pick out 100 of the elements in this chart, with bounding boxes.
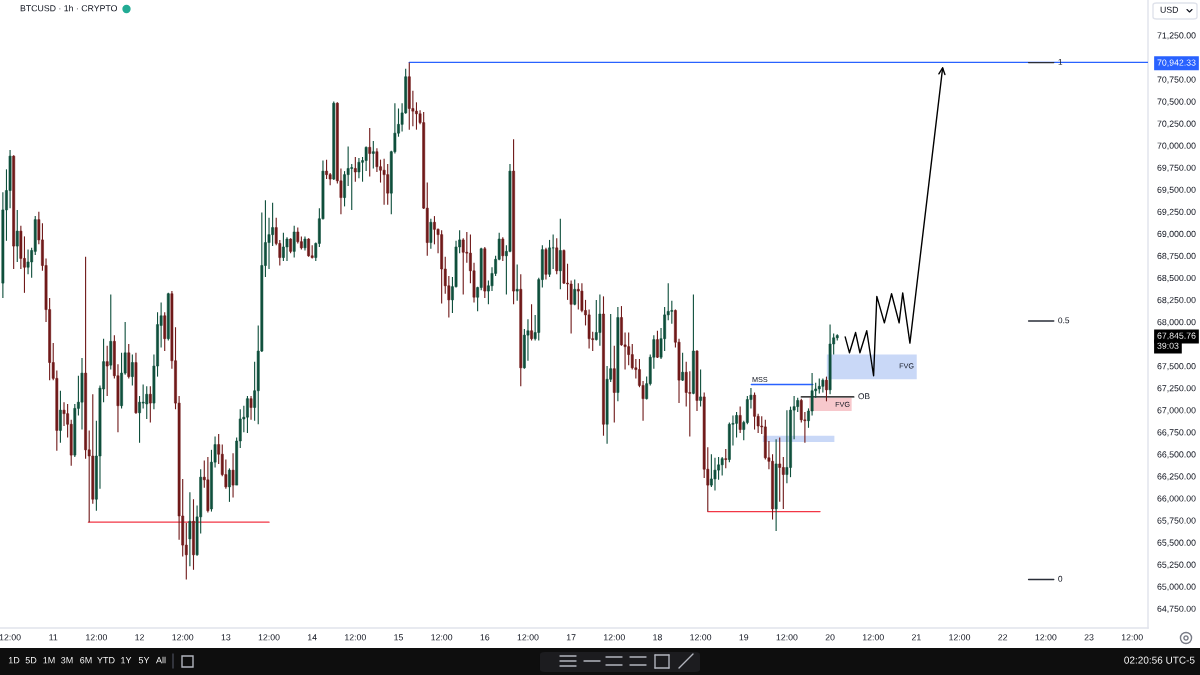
candlestick: [368, 127, 372, 177]
y-tick-label: 68,500.00: [1157, 274, 1196, 283]
y-tick-label: 70,250.00: [1157, 120, 1196, 128]
text: 6M: [80, 657, 92, 664]
y-tick-label: 64,750.00: [1157, 605, 1196, 613]
x-tick-label: 12:00: [1121, 634, 1143, 641]
candlestick: [228, 467, 231, 503]
candlestick: [26, 249, 30, 275]
y-tick-label: 67,845.76: [1157, 332, 1196, 340]
candlestick: [785, 409, 789, 484]
candlestick: [141, 384, 145, 409]
candlestick: [285, 236, 289, 262]
x-tick-label: 20: [825, 634, 835, 641]
x-tick-label: 12:00: [949, 634, 971, 641]
candlestick: [656, 330, 659, 359]
y-tick-label: 65,750.00: [1157, 517, 1196, 525]
candlestick: [325, 159, 328, 180]
x-tick-label: 12:00: [0, 634, 21, 641]
candlestick: [825, 376, 828, 402]
candlestick: [231, 452, 235, 499]
y-tick-label: 66,750.00: [1157, 429, 1196, 437]
candlestick: [501, 236, 505, 262]
x-tick-label: 11: [49, 634, 58, 641]
series-label: 0: [1058, 575, 1063, 582]
y-tick-label: 69,750.00: [1157, 164, 1196, 172]
candlestick: [594, 299, 598, 342]
candlestick: [713, 457, 717, 491]
x-tick-label: 12:00: [86, 634, 107, 641]
x-tick-label: 17: [566, 634, 576, 641]
y-tick-label: 66,000.00: [1157, 495, 1196, 503]
candlestick: [130, 354, 134, 386]
candlestick: [249, 395, 253, 421]
text: 5Y: [138, 657, 150, 664]
text: USD: [1160, 6, 1179, 13]
series-label: 1: [1058, 59, 1063, 65]
y-tick-label: 68,250.00: [1157, 296, 1196, 305]
x-tick-label: 13: [221, 634, 231, 641]
x-tick-label: 22: [998, 634, 1008, 641]
candlestick: [105, 345, 109, 397]
candlestick: [145, 385, 149, 420]
y-tick-label: 70,750.00: [1157, 76, 1196, 84]
x-tick-label: 12:00: [776, 634, 798, 641]
text: 5D: [25, 657, 37, 664]
text: 3M: [61, 657, 73, 664]
series-label: OB: [858, 393, 870, 400]
candlestick: [59, 390, 62, 444]
x-tick-label: 12: [135, 634, 144, 641]
candlestick: [738, 406, 742, 434]
chart-title: BTCUSD · 1h · CRYPTO: [20, 4, 117, 12]
candlestick: [192, 498, 195, 571]
x-tick-label: 23: [1084, 634, 1094, 641]
y-tick-label: 65,000.00: [1157, 583, 1196, 591]
candlestick: [558, 218, 562, 290]
text: 1M: [43, 657, 55, 664]
candlestick: [429, 218, 433, 250]
candlestick: [515, 264, 519, 302]
y-tick-label: 66,500.00: [1157, 451, 1196, 459]
y-tick-label: 67,000.00: [1157, 407, 1196, 415]
x-tick-label: 12:00: [1035, 634, 1057, 641]
x-tick-label: 12:00: [431, 634, 453, 641]
candlestick: [188, 491, 192, 567]
candlestick: [612, 345, 616, 424]
y-tick-label: 65,250.00: [1157, 561, 1196, 569]
x-tick-label: 18: [653, 634, 662, 641]
candlestick: [627, 331, 631, 366]
candlestick: [555, 237, 559, 275]
candlestick: [709, 453, 713, 488]
candlestick: [353, 156, 357, 183]
candlestick: [530, 303, 533, 342]
candlestick: [307, 237, 310, 258]
x-tick-label: 12:00: [345, 634, 366, 641]
series-label: 0.5: [1058, 317, 1070, 324]
candlestick: [576, 282, 580, 311]
x-tick-label: 12:00: [172, 634, 194, 641]
y-tick-label: 68,750.00: [1157, 252, 1196, 261]
x-tick-label: 15: [394, 634, 403, 641]
candlestick: [781, 456, 785, 510]
text: 1D: [8, 657, 20, 664]
candlestick: [681, 352, 685, 382]
candlestick: [282, 232, 285, 262]
candlestick: [246, 395, 249, 434]
candlestick: [598, 294, 602, 347]
y-tick-label: 66,250.00: [1157, 473, 1196, 481]
candlestick: [753, 391, 756, 431]
y-tick-label: 70,500.00: [1157, 98, 1196, 106]
x-tick-label: 21: [911, 634, 921, 641]
candlestick: [371, 140, 375, 170]
candlestick: [720, 456, 724, 476]
y-tick-label: 67,250.00: [1157, 385, 1196, 393]
y-tick-label: 69,250.00: [1157, 208, 1196, 216]
x-tick-label: 19: [739, 634, 749, 641]
x-tick-label: 12:00: [604, 634, 625, 641]
text: 39:03: [1157, 342, 1179, 349]
candlestick: [386, 163, 390, 206]
y-tick-label: 71,250.00: [1157, 32, 1196, 40]
y-tick-label: 69,500.00: [1157, 186, 1196, 194]
y-tick-label: 68,000.00: [1157, 319, 1196, 327]
y-tick-label: 67,500.00: [1157, 363, 1196, 371]
candlestick: [382, 158, 386, 206]
text: All: [156, 656, 166, 664]
